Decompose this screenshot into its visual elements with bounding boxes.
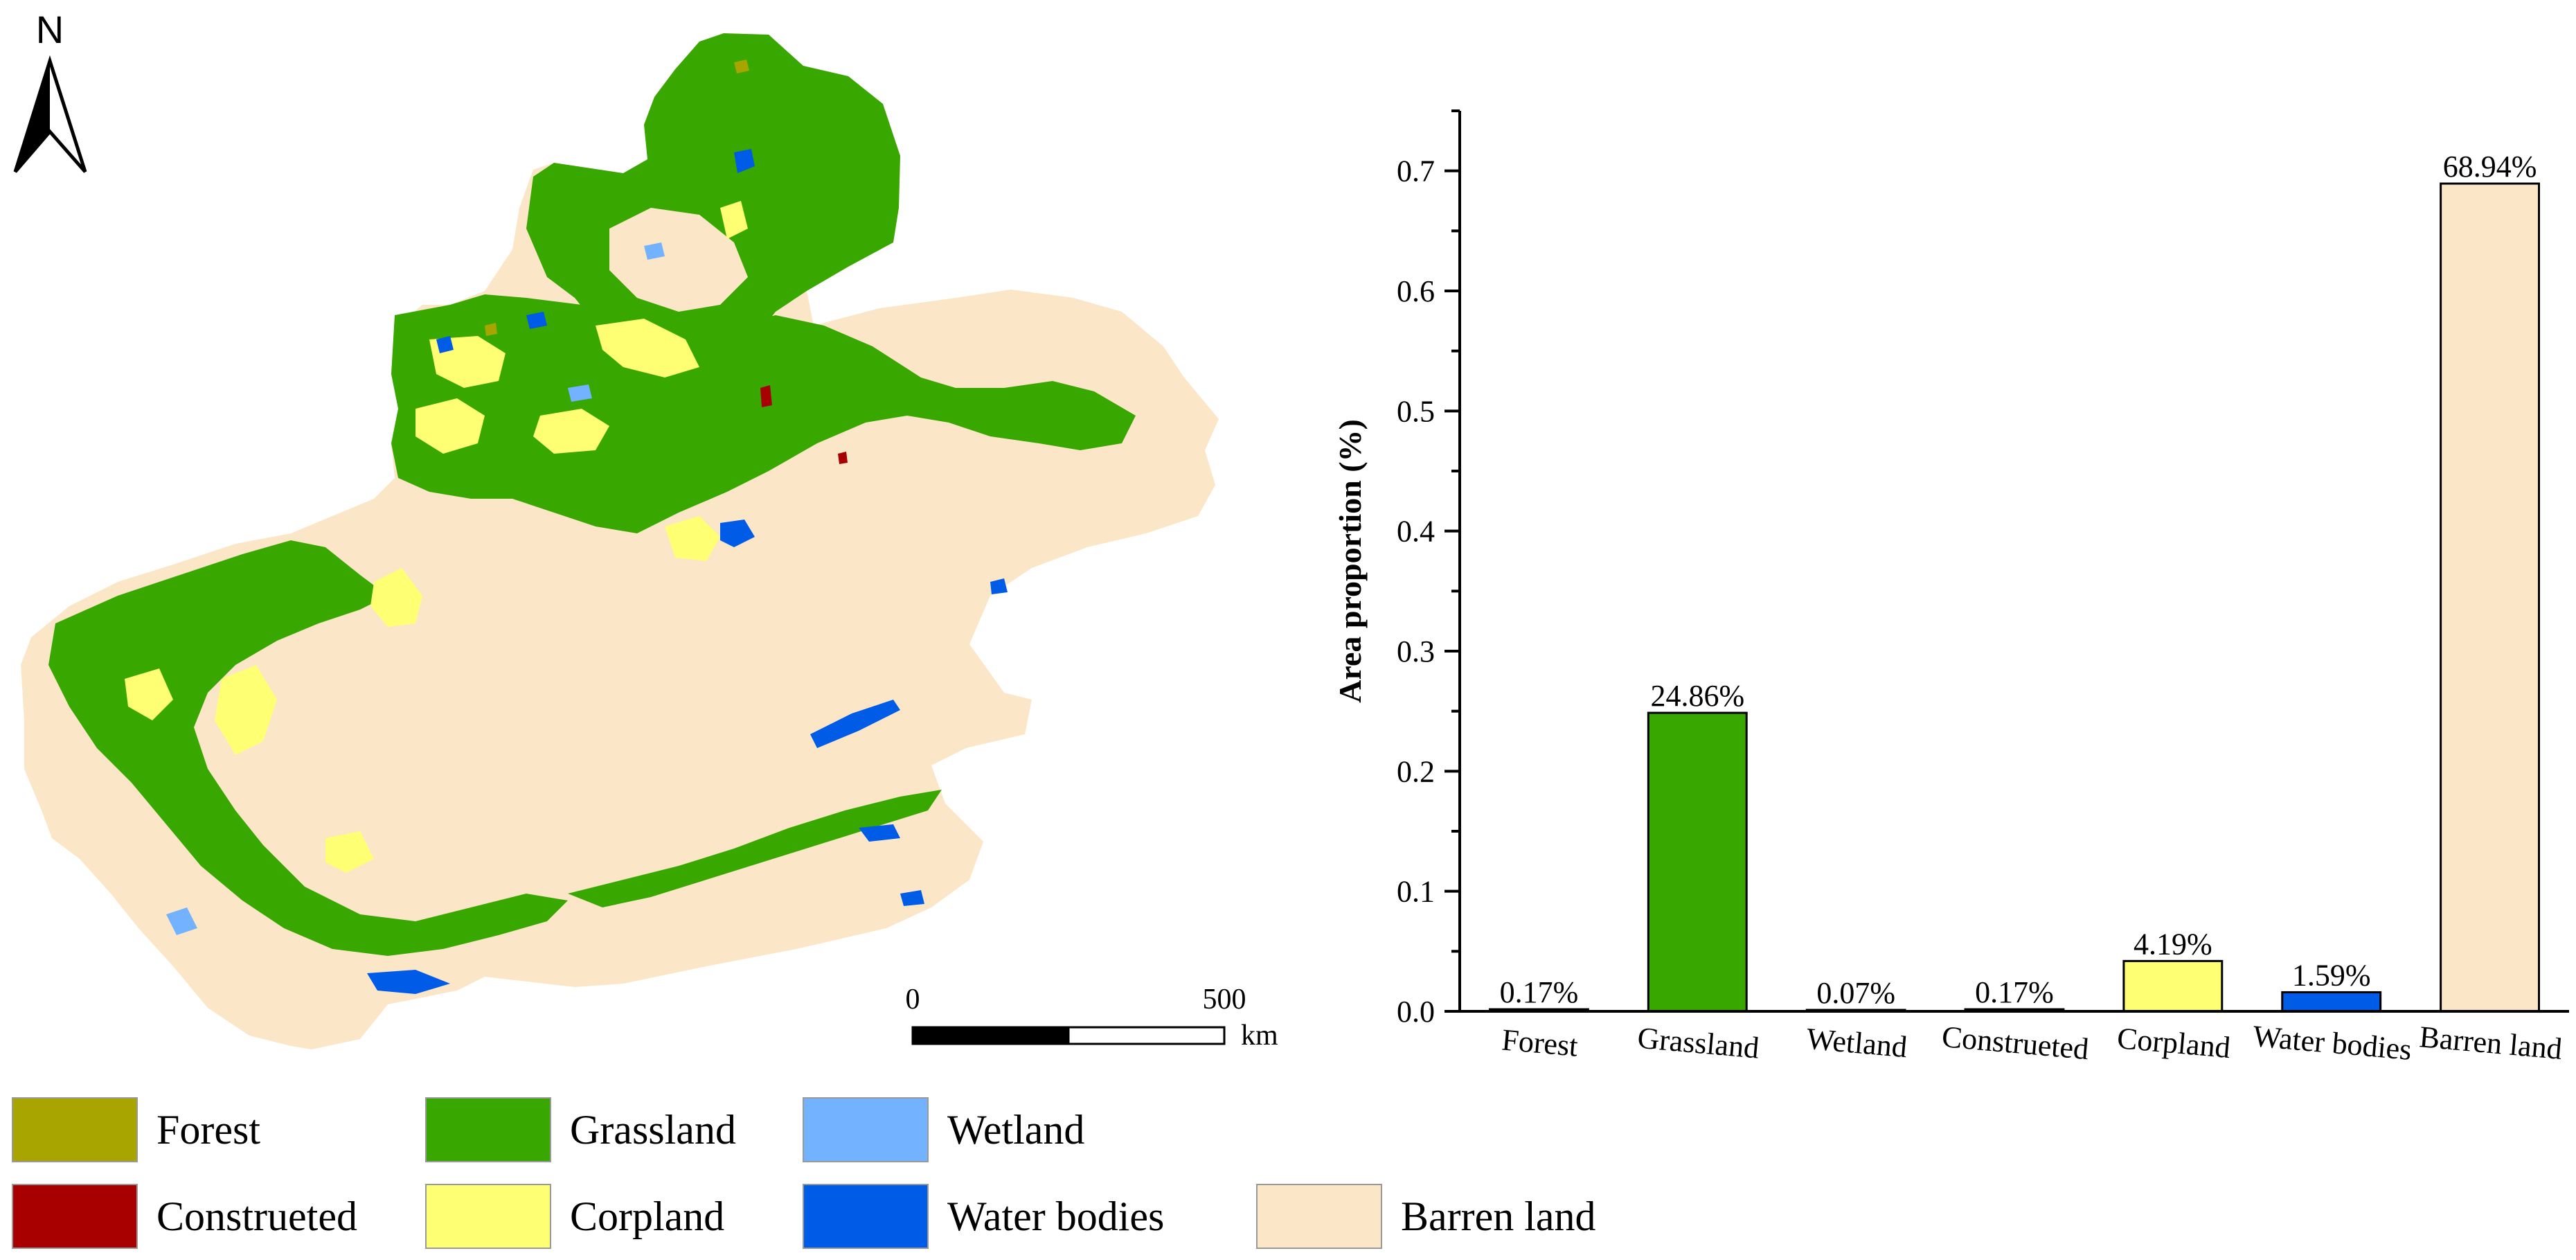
north-arrow-label: N bbox=[36, 8, 64, 51]
legend-swatch bbox=[1256, 1184, 1382, 1249]
data-label: 0.17% bbox=[1500, 975, 1579, 1009]
legend-label: Corpland bbox=[570, 1194, 724, 1239]
region-wetland-1 bbox=[644, 242, 665, 260]
y-tick-label: 0.3 bbox=[1397, 635, 1435, 668]
region-constructed-2 bbox=[838, 452, 848, 464]
x-tick-label: Barren land bbox=[2418, 1020, 2564, 1066]
legend-swatch bbox=[425, 1097, 551, 1162]
legend-item: Water bodies bbox=[803, 1184, 1164, 1249]
bar-water-bodies bbox=[2281, 991, 2382, 1013]
y-tick-label: 0.6 bbox=[1397, 274, 1435, 308]
region-grassland-southwest bbox=[48, 540, 568, 956]
legend-label: Construeted bbox=[156, 1194, 357, 1239]
region-water-5 bbox=[367, 970, 450, 994]
region-cropland-5 bbox=[665, 516, 720, 561]
legend-item: Corpland bbox=[425, 1184, 724, 1249]
data-label: 0.17% bbox=[1975, 975, 2054, 1009]
region-grassland-tianshan bbox=[391, 294, 1136, 533]
region-water-2 bbox=[720, 520, 755, 547]
bar-corpland bbox=[2122, 959, 2224, 1013]
data-label: 4.19% bbox=[2134, 927, 2212, 961]
x-tick-label: Corpland bbox=[2116, 1021, 2231, 1065]
region-forest-1 bbox=[734, 60, 749, 73]
x-tick-label: Construeted bbox=[1940, 1020, 2090, 1066]
legend-label: Wetland bbox=[947, 1107, 1084, 1153]
y-tick-label: 0.1 bbox=[1397, 875, 1435, 909]
legend-swatch bbox=[425, 1184, 551, 1249]
bar-grassland bbox=[1647, 711, 1748, 1013]
data-labels: 0.17% 24.86% 0.07% 0.17% 4.19% 1.59% 68.94% bbox=[1500, 150, 2537, 1010]
bar-barren-land bbox=[2440, 182, 2541, 1013]
region-wetland-2 bbox=[166, 907, 197, 935]
y-tick-label: 0.4 bbox=[1397, 515, 1435, 549]
legend-label: Grassland bbox=[570, 1107, 736, 1153]
region-cropland-3 bbox=[415, 398, 485, 454]
data-label: 68.94% bbox=[2443, 150, 2537, 184]
scale-start-label: 0 bbox=[906, 984, 920, 1015]
region-water-8 bbox=[900, 890, 924, 906]
y-tick-label: 0.7 bbox=[1397, 154, 1435, 188]
region-cropland-10 bbox=[720, 201, 748, 239]
region-wetland-3 bbox=[568, 384, 592, 402]
x-tick-label: Water bodies bbox=[2251, 1019, 2413, 1067]
y-tick-label: 0.0 bbox=[1397, 995, 1435, 1029]
region-water-6 bbox=[436, 336, 454, 353]
legend-item: Grassland bbox=[425, 1097, 736, 1162]
legend-swatch bbox=[803, 1184, 929, 1249]
north-arrow-fill bbox=[15, 61, 50, 172]
legend-item: Barren land bbox=[1256, 1184, 1596, 1249]
scale-bar: 0 500 km bbox=[906, 984, 1279, 1052]
legend-item: Wetland bbox=[803, 1097, 1084, 1162]
region-cropland-9 bbox=[325, 831, 374, 873]
y-tick-label: 0.2 bbox=[1397, 754, 1435, 788]
y-axis-ticks: 0.0 0.1 0.2 0.3 0.4 0.5 0.6 0.7 bbox=[1397, 109, 1460, 1029]
north-arrow: N bbox=[13, 8, 87, 173]
legend-label: Barren land bbox=[1401, 1194, 1596, 1239]
region-cropland-6 bbox=[370, 568, 422, 627]
y-axis-label: Area proportion (%) bbox=[1332, 419, 1368, 703]
legend-label: Forest bbox=[156, 1107, 260, 1153]
x-tick-labels: Forest Grassland Wetland Construeted Corplan… bbox=[1501, 1019, 2564, 1067]
y-tick-label: 0.5 bbox=[1397, 394, 1435, 428]
data-label: 0.07% bbox=[1816, 976, 1895, 1010]
region-water-4 bbox=[859, 824, 900, 842]
x-tick-label: Forest bbox=[1501, 1022, 1580, 1063]
region-water-7 bbox=[526, 312, 547, 329]
region-forest-2 bbox=[485, 323, 497, 336]
scale-end-label: 500 bbox=[1203, 984, 1246, 1015]
legend-swatch bbox=[12, 1184, 138, 1249]
data-label: 24.86% bbox=[1650, 679, 1744, 713]
data-label: 1.59% bbox=[2292, 958, 2371, 992]
region-water-1 bbox=[734, 149, 755, 173]
scale-bar-white-segment bbox=[1067, 1026, 1226, 1045]
legend-label: Water bodies bbox=[947, 1194, 1164, 1239]
bars bbox=[1488, 182, 2541, 1013]
region-constructed-1 bbox=[760, 385, 772, 407]
scale-unit-label: km bbox=[1241, 1020, 1278, 1052]
region-grassland-kunlun bbox=[568, 790, 942, 907]
region-cropland-4 bbox=[533, 409, 609, 454]
x-tick-label: Wetland bbox=[1805, 1022, 1908, 1064]
region-cropland-8 bbox=[125, 668, 173, 720]
land-use-map: N 0 500 km bbox=[13, 8, 1279, 1052]
legend-swatch bbox=[803, 1097, 929, 1162]
area-proportion-chart: 0.0 0.1 0.2 0.3 0.4 0.5 0.6 0.7 0.17% 24.86% 0.07… bbox=[1332, 109, 2569, 1067]
region-cropland-7 bbox=[215, 665, 277, 755]
x-tick-label: Grassland bbox=[1636, 1020, 1761, 1065]
region-cropland-2 bbox=[596, 319, 699, 378]
region-barren-junggar bbox=[609, 208, 748, 312]
legend-item: Forest bbox=[12, 1097, 260, 1162]
legend: Forest Grassland Wetland Construeted Corplan… bbox=[12, 1097, 1596, 1249]
legend-item: Construeted bbox=[12, 1184, 357, 1249]
region-water-3 bbox=[810, 700, 900, 748]
scale-bar-black-segment bbox=[911, 1026, 1070, 1045]
legend-swatch bbox=[12, 1097, 138, 1162]
region-water-9 bbox=[990, 578, 1008, 594]
